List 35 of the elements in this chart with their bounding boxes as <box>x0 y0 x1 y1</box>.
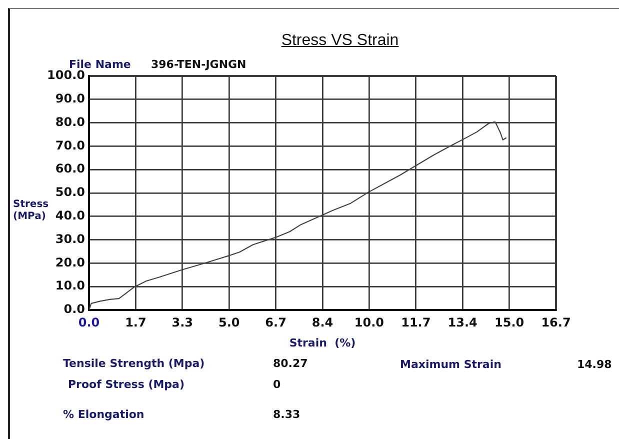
text: Maximum Strain <box>400 358 502 372</box>
text: 14.98 <box>577 358 612 372</box>
x-axis-title: Strain (%) <box>289 336 356 350</box>
y-tick-label: 20.0 <box>55 255 85 270</box>
x-tick-label: 5.0 <box>218 315 240 330</box>
text: 0 <box>273 378 281 392</box>
x-tick-label: 3.3 <box>172 315 194 330</box>
y-axis-title: Stress (MPa) <box>13 199 50 223</box>
text: % Elongation <box>63 408 144 422</box>
y-tick-label: 60.0 <box>55 162 85 176</box>
text: Tensile Strength (Mpa) <box>63 357 205 371</box>
text: File Name <box>69 58 131 71</box>
x-tick-label: 16.7 <box>541 315 571 330</box>
x-tick-label: 11.7 <box>401 315 431 330</box>
y-tick-label: 10.0 <box>55 278 85 293</box>
y-tick-label: 80.0 <box>55 114 85 129</box>
y-tick-label: 40.0 <box>55 208 85 223</box>
y-tick-label: 70.0 <box>55 138 85 152</box>
chart-title: Stress VS Strain <box>281 31 399 50</box>
y-tick-label: 0.0 <box>64 302 85 316</box>
y-tick-label: 100.0 <box>47 68 85 82</box>
x-tick-label: 8.4 <box>312 315 334 330</box>
text: 8.33 <box>273 408 300 422</box>
x-tick-label: 1.7 <box>125 315 146 330</box>
text: 396-TEN-JGNGN <box>151 58 246 72</box>
y-tick-label: 90.0 <box>55 92 85 106</box>
x-tick-label: 6.7 <box>265 315 286 330</box>
x-tick-label: 0.0 <box>78 315 100 330</box>
x-tick-label: 13.4 <box>448 315 478 330</box>
y-tick-label: 30.0 <box>55 232 85 246</box>
x-tick-label: 10.0 <box>354 315 384 330</box>
x-tick-label: 15.0 <box>494 315 524 330</box>
text: Proof Stress (Mpa) <box>68 378 185 392</box>
text: 80.27 <box>273 357 308 371</box>
y-tick-label: 50.0 <box>55 185 85 200</box>
